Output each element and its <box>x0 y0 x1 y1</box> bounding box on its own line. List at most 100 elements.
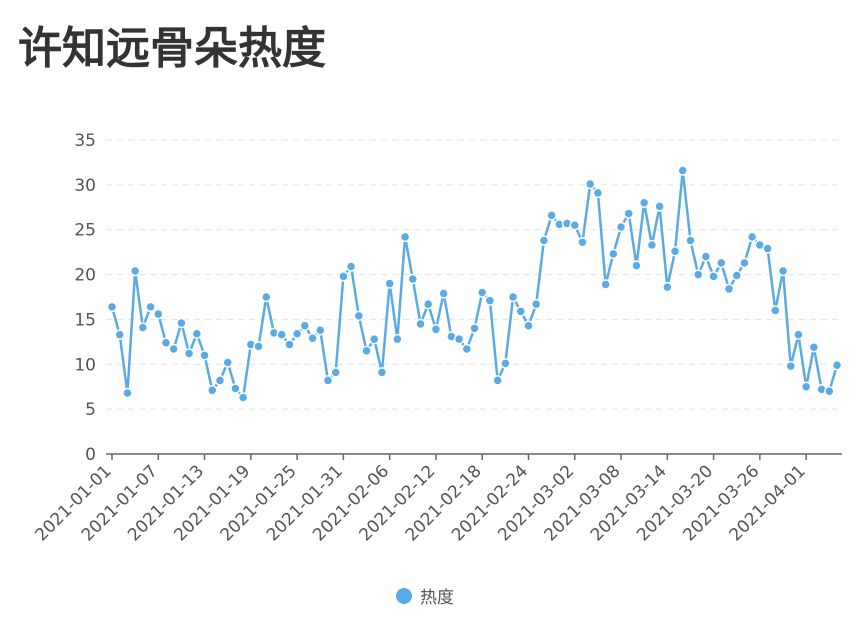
point <box>654 201 665 212</box>
point <box>214 375 226 386</box>
point <box>122 387 133 399</box>
point <box>183 348 195 359</box>
point <box>692 269 704 280</box>
point <box>222 357 233 368</box>
point <box>746 231 758 243</box>
point <box>353 310 365 322</box>
point <box>314 324 326 336</box>
point <box>191 328 203 340</box>
legend-marker <box>396 588 412 604</box>
y-tick-label: 10 <box>74 355 96 375</box>
point <box>345 261 357 272</box>
point <box>669 245 681 257</box>
point <box>461 343 473 355</box>
point <box>831 359 843 371</box>
point <box>631 260 642 271</box>
point <box>361 345 372 357</box>
point <box>677 165 688 176</box>
point <box>469 323 480 334</box>
point <box>368 333 380 345</box>
point <box>808 341 820 353</box>
point <box>322 375 334 386</box>
point <box>584 178 596 190</box>
point <box>716 257 727 269</box>
point <box>592 187 604 199</box>
point <box>261 291 272 303</box>
point <box>723 283 735 295</box>
y-tick-label: 20 <box>74 266 96 286</box>
point <box>762 243 773 254</box>
point <box>415 318 426 330</box>
point <box>523 320 534 331</box>
point <box>708 271 719 282</box>
point <box>785 360 796 372</box>
y-tick-label: 25 <box>74 221 96 241</box>
point <box>777 265 789 277</box>
point <box>492 375 503 386</box>
point <box>199 350 210 361</box>
point <box>530 298 542 310</box>
point <box>515 306 527 317</box>
point <box>646 239 658 251</box>
y-tick-label: 15 <box>74 310 96 330</box>
point <box>546 210 557 221</box>
point <box>307 333 318 344</box>
point <box>407 273 419 285</box>
point <box>230 383 241 394</box>
point <box>438 288 449 299</box>
point <box>731 270 742 281</box>
point <box>476 287 488 298</box>
point <box>484 295 496 306</box>
point <box>700 251 712 262</box>
point <box>507 291 519 303</box>
point <box>376 367 388 378</box>
point <box>392 333 403 345</box>
point <box>399 231 411 243</box>
point <box>569 219 581 231</box>
point <box>330 367 341 378</box>
point <box>615 221 627 233</box>
point <box>600 279 611 290</box>
point <box>685 235 696 246</box>
point <box>739 257 750 269</box>
point <box>284 339 295 350</box>
point <box>291 328 303 340</box>
point <box>168 343 179 355</box>
point <box>577 237 588 248</box>
point <box>500 358 511 369</box>
point <box>384 278 395 289</box>
point <box>114 329 125 340</box>
point <box>538 235 550 246</box>
point <box>176 317 187 329</box>
point <box>800 381 812 392</box>
point <box>299 320 311 331</box>
point <box>106 301 118 313</box>
point <box>237 392 249 403</box>
y-tick-label: 35 <box>74 131 96 151</box>
point <box>207 385 218 396</box>
point <box>824 385 835 397</box>
point <box>662 281 673 293</box>
point <box>253 341 264 352</box>
point <box>137 322 149 333</box>
legend-label: 热度 <box>420 588 454 608</box>
point <box>338 271 349 282</box>
point <box>608 248 619 260</box>
point <box>276 329 287 340</box>
point <box>770 305 781 316</box>
point <box>129 265 141 277</box>
point <box>430 324 442 335</box>
point <box>153 308 164 320</box>
point <box>623 208 635 219</box>
point <box>145 301 156 313</box>
point <box>638 197 650 209</box>
y-tick-label: 5 <box>85 400 96 420</box>
point <box>453 333 465 345</box>
point <box>160 337 172 349</box>
point <box>422 298 434 310</box>
y-tick-label: 30 <box>74 176 96 196</box>
chart-title: 许知远骨朵热度 <box>18 23 326 74</box>
point <box>793 329 804 340</box>
y-tick-label: 0 <box>85 445 96 465</box>
